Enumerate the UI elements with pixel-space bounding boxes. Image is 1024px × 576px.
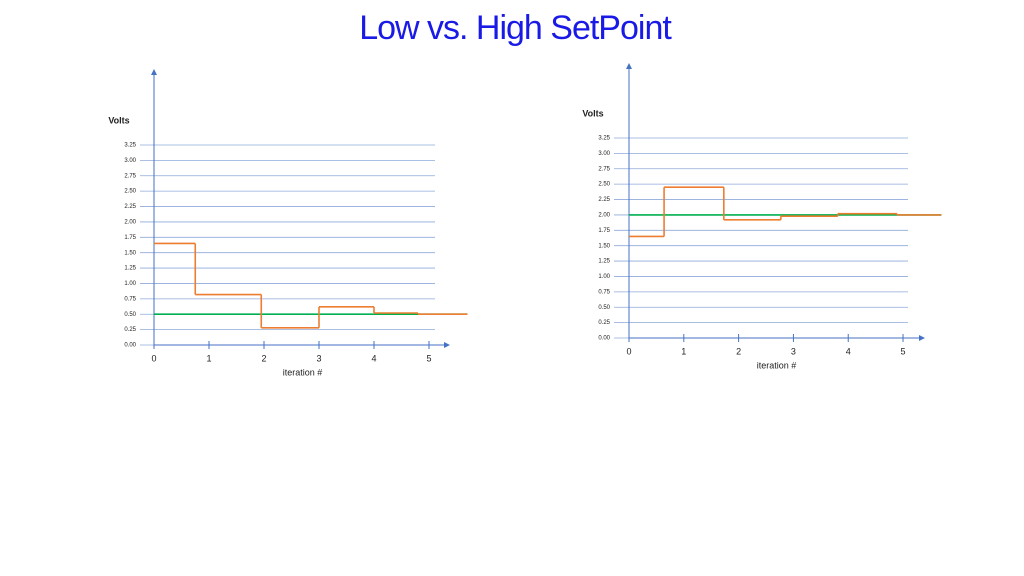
y-tick-label: 2.25 (124, 204, 136, 210)
x-axis-label: iteration # (757, 360, 797, 370)
y-tick-label: 3.00 (598, 151, 610, 157)
y-tick-label: 2.25 (598, 197, 610, 203)
y-tick-label: 1.25 (598, 259, 610, 265)
y-tick-label: 1.75 (598, 228, 610, 234)
y-tick-label: 1.50 (598, 243, 610, 249)
y-axis-label: Volts (108, 115, 129, 125)
x-tick-label: 1 (206, 353, 211, 363)
x-tick-label: 1 (681, 346, 686, 356)
y-tick-label: 2.00 (124, 220, 136, 226)
y-axis-label: Volts (582, 108, 603, 118)
y-tick-label: 0.00 (124, 343, 136, 349)
y-tick-label: 2.75 (598, 166, 610, 172)
x-tick-label: 0 (151, 353, 156, 363)
x-tick-label: 5 (426, 353, 431, 363)
x-tick-label: 4 (846, 346, 851, 356)
y-tick-label: 1.00 (598, 274, 610, 280)
slide-title: Low vs. High SetPoint (359, 9, 672, 47)
x-axis-label: iteration # (283, 367, 323, 377)
y-tick-label: 0.50 (598, 305, 610, 311)
y-tick-label: 0.75 (124, 296, 136, 302)
y-tick-label: 3.00 (124, 158, 136, 164)
x-tick-label: 0 (626, 346, 631, 356)
y-tick-label: 1.25 (124, 266, 136, 272)
y-tick-label: 0.00 (598, 336, 610, 342)
x-tick-label: 4 (371, 353, 376, 363)
y-tick-label: 1.00 (124, 281, 136, 287)
y-tick-label: 2.75 (124, 173, 136, 179)
y-tick-label: 2.50 (124, 189, 136, 195)
y-tick-label: 0.25 (124, 327, 136, 333)
x-tick-label: 5 (901, 346, 906, 356)
y-tick-label: 0.75 (598, 289, 610, 295)
y-tick-label: 1.50 (124, 250, 136, 256)
y-tick-label: 0.25 (598, 320, 610, 326)
y-tick-label: 3.25 (598, 136, 610, 142)
x-tick-label: 2 (736, 346, 741, 356)
y-tick-label: 3.25 (124, 143, 136, 149)
x-tick-label: 3 (791, 346, 796, 356)
y-tick-label: 2.00 (598, 213, 610, 219)
x-tick-label: 2 (261, 353, 266, 363)
y-tick-label: 1.75 (124, 235, 136, 241)
y-tick-label: 0.50 (124, 312, 136, 318)
y-tick-label: 2.50 (598, 182, 610, 188)
x-tick-label: 3 (316, 353, 321, 363)
